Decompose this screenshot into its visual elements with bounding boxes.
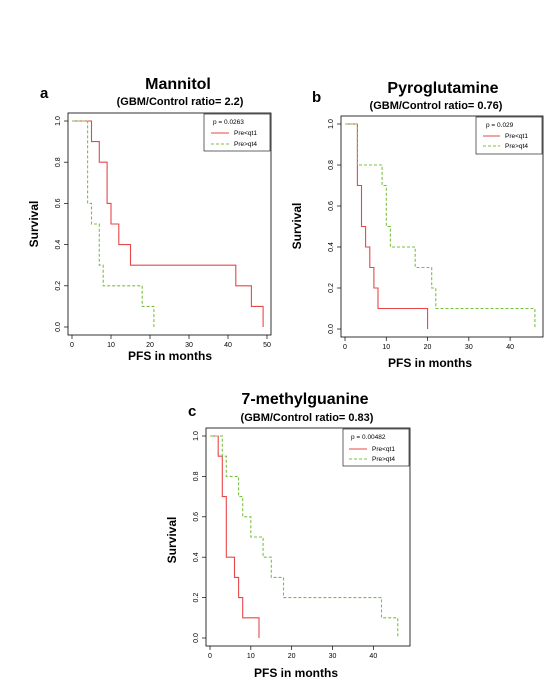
legend-label-pre-qt1: Pre<qt1 bbox=[372, 446, 395, 453]
x-tick-label: 20 bbox=[424, 344, 432, 351]
y-tick-label: 1.0 bbox=[55, 116, 62, 126]
legend-label-pre-qt4: Pre>qt4 bbox=[234, 141, 257, 148]
legend-label-pre-qt1: Pre<qt1 bbox=[505, 133, 528, 140]
x-tick-label: 40 bbox=[224, 342, 232, 349]
chart-subtitle: (GBM/Control ratio= 0.76) bbox=[370, 100, 503, 112]
chart-title: Pyroglutamine bbox=[387, 80, 498, 97]
p-value-annotation: p = 0.0263 bbox=[213, 119, 244, 126]
x-tick-label: 0 bbox=[208, 653, 212, 660]
y-tick-label: 0.4 bbox=[328, 242, 335, 252]
plot-frame bbox=[67, 112, 272, 336]
legend: p = 0.0263 Pre<qt1 Pre>qt4 bbox=[203, 113, 271, 152]
panel-letter: c bbox=[188, 403, 196, 420]
y-tick-label: 1.0 bbox=[193, 431, 200, 441]
x-tick-label: 50 bbox=[263, 342, 271, 349]
series-line-pre-qt4 bbox=[72, 120, 155, 327]
panel-c: c 7-methylguanine (GBM/Control ratio= 0.… bbox=[165, 391, 411, 680]
y-tick-label: 0.0 bbox=[328, 324, 335, 334]
x-tick-label: 0 bbox=[343, 344, 347, 351]
x-tick-label: 10 bbox=[382, 344, 390, 351]
x-tick-label: 40 bbox=[506, 344, 514, 351]
y-tick-label: 0.6 bbox=[193, 512, 200, 522]
plot-frame bbox=[340, 115, 544, 338]
p-value-annotation: p = 0.00482 bbox=[351, 434, 386, 441]
x-axis-title: PFS in months bbox=[254, 666, 338, 680]
y-tick-label: 0.4 bbox=[55, 240, 62, 250]
chart-subtitle: (GBM/Control ratio= 0.83) bbox=[241, 412, 374, 424]
series-line-pre-qt4 bbox=[210, 435, 399, 638]
y-axis-title: Survival bbox=[290, 203, 304, 250]
y-tick-label: 0.6 bbox=[328, 201, 335, 211]
y-tick-label: 0.8 bbox=[328, 160, 335, 170]
panel-b: b Pyroglutamine (GBM/Control ratio= 0.76… bbox=[290, 80, 544, 370]
y-tick-label: 0.2 bbox=[55, 281, 62, 291]
series-line-pre-qt1 bbox=[345, 123, 429, 329]
panel-a: a Mannitol (GBM/Control ratio= 2.2) 0 10 2… bbox=[27, 76, 272, 363]
series-group bbox=[345, 123, 536, 329]
legend-label-pre-qt4: Pre>qt4 bbox=[372, 456, 395, 463]
y-tick-label: 0.0 bbox=[55, 322, 62, 332]
legend-box bbox=[342, 428, 410, 467]
series-group bbox=[72, 120, 264, 327]
x-tick-label: 0 bbox=[70, 342, 74, 349]
chart-subtitle: (GBM/Control ratio= 2.2) bbox=[117, 96, 244, 108]
legend-label-pre-qt4: Pre>qt4 bbox=[505, 143, 528, 150]
y-tick-label: 0.4 bbox=[193, 552, 200, 562]
y-tick-label: 0.8 bbox=[193, 471, 200, 481]
series-line-pre-qt1 bbox=[72, 120, 264, 327]
y-axis-title: Survival bbox=[27, 201, 41, 248]
panel-letter: b bbox=[312, 89, 321, 106]
tick-group: 0 10 20 30 40 0.0 0.2 0.4 0.6 0.8 1.0 bbox=[328, 119, 514, 351]
x-tick-label: 10 bbox=[107, 342, 115, 349]
y-tick-label: 0.6 bbox=[55, 198, 62, 208]
series-line-pre-qt1 bbox=[210, 435, 260, 638]
y-tick-label: 0.0 bbox=[193, 633, 200, 643]
legend: p = 0.00482 Pre<qt1 Pre>qt4 bbox=[342, 428, 410, 467]
x-tick-label: 30 bbox=[329, 653, 337, 660]
panel-letter: a bbox=[40, 85, 49, 102]
x-tick-label: 40 bbox=[369, 653, 377, 660]
x-tick-label: 20 bbox=[146, 342, 154, 349]
series-line-pre-qt4 bbox=[345, 123, 536, 329]
x-axis-title: PFS in months bbox=[128, 349, 212, 363]
tick-group: 0 10 20 30 40 50 0.0 0.2 0.4 0.6 0.8 1.0 bbox=[55, 116, 271, 349]
y-tick-label: 0.2 bbox=[193, 593, 200, 603]
x-tick-label: 20 bbox=[288, 653, 296, 660]
x-tick-label: 30 bbox=[465, 344, 473, 351]
y-tick-label: 1.0 bbox=[328, 119, 335, 129]
chart-title: Mannitol bbox=[145, 76, 211, 93]
plot-frame bbox=[205, 427, 411, 647]
tick-group: 0 10 20 30 40 0.0 0.2 0.4 0.6 0.8 1.0 bbox=[193, 431, 377, 660]
x-tick-label: 10 bbox=[247, 653, 255, 660]
legend: p = 0.029 Pre<qt1 Pre>qt4 bbox=[475, 116, 543, 155]
series-group bbox=[210, 435, 399, 638]
y-tick-label: 0.8 bbox=[55, 157, 62, 167]
x-axis-title: PFS in months bbox=[388, 356, 472, 370]
x-tick-label: 30 bbox=[185, 342, 193, 349]
chart-title: 7-methylguanine bbox=[241, 391, 368, 408]
p-value-annotation: p = 0.029 bbox=[486, 122, 514, 129]
y-axis-title: Survival bbox=[165, 517, 179, 564]
legend-label-pre-qt1: Pre<qt1 bbox=[234, 130, 257, 137]
y-tick-label: 0.2 bbox=[328, 283, 335, 293]
